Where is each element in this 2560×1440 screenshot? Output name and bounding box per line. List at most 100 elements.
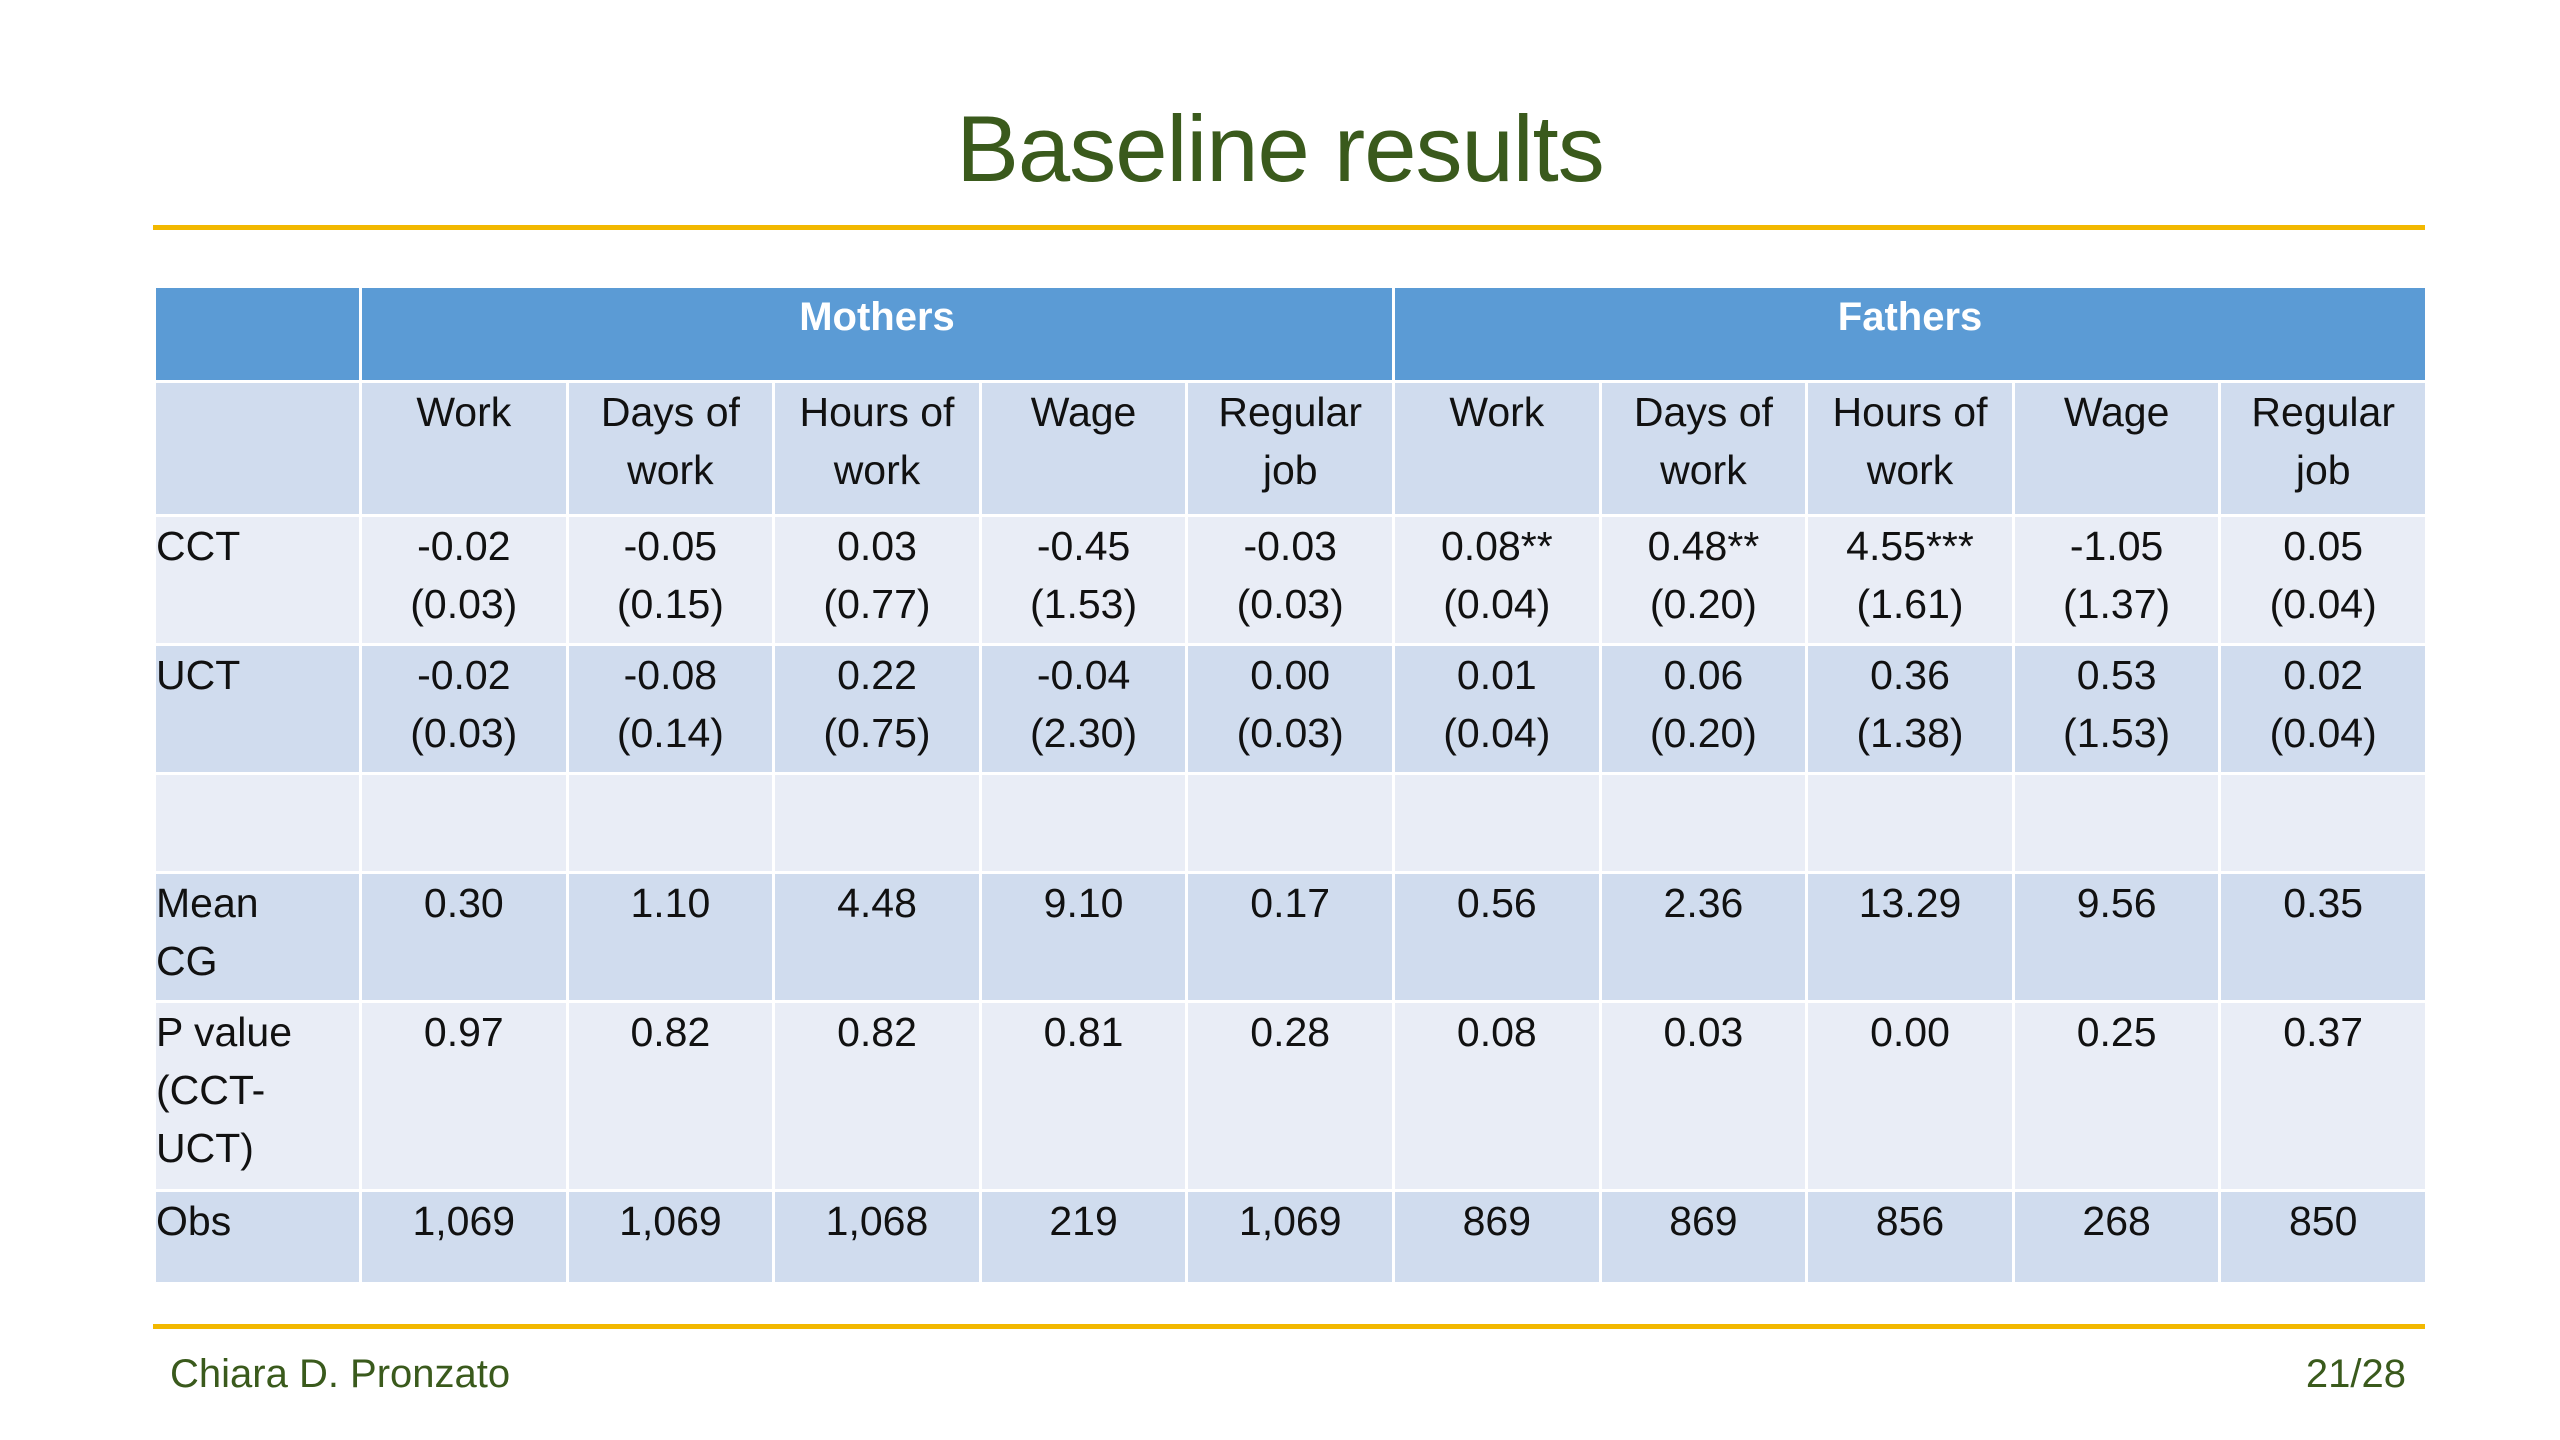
table-cell: 9.10 — [978, 871, 1189, 1003]
cell-line: (0.03) — [410, 710, 518, 756]
column-header: Hours of work — [1805, 380, 2015, 517]
top-divider — [153, 225, 2425, 230]
cell-line: CCT — [156, 523, 241, 569]
cell-line: 850 — [2288, 1198, 2358, 1244]
table-cell: 0.17 — [1185, 871, 1396, 1003]
cell-line: Wage — [1030, 389, 1137, 435]
cell-line: Hours of — [799, 389, 955, 435]
cell-line: (0.75) — [823, 710, 931, 756]
cell-line: (0.04) — [1443, 581, 1551, 627]
cell-line: 0.02 — [2283, 652, 2364, 698]
table-cell: 0.03 (0.77) — [772, 514, 982, 646]
cell-line: 0.00 — [1870, 1009, 1950, 1055]
table-row: Mean CG 0.30 1.10 4.48 9.10 0.17 0.56 2.36 13.29 9… — [153, 871, 2428, 1003]
cell-line: -0.03 — [1243, 523, 1337, 569]
group-fathers: Fathers — [1392, 285, 2428, 383]
cell-line: 0.82 — [837, 1009, 917, 1055]
cell-line: work — [1660, 447, 1747, 493]
cell-line: 268 — [2082, 1198, 2151, 1244]
table-cell: -0.04 (2.30) — [978, 643, 1189, 775]
table-row: P value (CCT- UCT) 0.97 0.82 0.82 0.81 0.28 0.08… — [153, 1000, 2428, 1192]
cell-line: work — [1866, 447, 1954, 493]
table-cell: 1.10 — [565, 871, 776, 1003]
table-cell: 0.81 — [978, 1000, 1189, 1192]
column-header: Wage — [2011, 380, 2222, 517]
cell-line: 0.00 — [1250, 652, 1331, 698]
cell-line: 0.35 — [2283, 880, 2364, 926]
cell-line: 0.03 — [837, 523, 917, 569]
table-cell — [772, 772, 982, 874]
cell-line: 1,069 — [619, 1198, 722, 1244]
column-header: Days of work — [1598, 380, 1809, 517]
table-cell: 4.48 — [772, 871, 982, 1003]
corner-cell — [153, 285, 362, 383]
cell-line: work — [833, 447, 921, 493]
table-cell: 850 — [2218, 1189, 2428, 1285]
cell-line: 0.53 — [2076, 652, 2157, 698]
cell-line: (1.37) — [2063, 581, 2171, 627]
table-cell: 0.05 (0.04) — [2218, 514, 2428, 646]
cell-line: Hours of — [1832, 389, 1988, 435]
table-cell — [2218, 772, 2428, 874]
cell-line: 0.36 — [1870, 652, 1950, 698]
column-header: Regular job — [2218, 380, 2428, 517]
table-cell: 0.02 (0.04) — [2218, 643, 2428, 775]
cell-line: (1.61) — [1856, 581, 1964, 627]
cell-line: (0.20) — [1649, 581, 1757, 627]
author-name: Chiara D. Pronzato — [170, 1352, 511, 1396]
cell-line: (1.53) — [1030, 581, 1138, 627]
cell-line: -0.45 — [1036, 523, 1131, 569]
column-header: Work — [1392, 380, 1602, 517]
table-row: CCT -0.02 (0.03) -0.05 (0.15) 0.03 (0.77) -0.45… — [153, 514, 2428, 646]
cell-line: 0.48** — [1647, 523, 1760, 569]
table-cell — [978, 772, 1189, 874]
table-cell: 0.37 — [2218, 1000, 2428, 1192]
table-cell: 0.36 (1.38) — [1805, 643, 2015, 775]
row-label: Obs — [153, 1189, 362, 1285]
cell-line: 9.56 — [2076, 880, 2157, 926]
cell-line: (0.03) — [1236, 581, 1344, 627]
cell-line: Work — [416, 389, 512, 435]
column-header-empty — [153, 380, 362, 517]
table-cell: 0.35 — [2218, 871, 2428, 1003]
table-cell: 1,069 — [565, 1189, 776, 1285]
cell-line: (0.04) — [2269, 581, 2377, 627]
cell-line: Obs — [156, 1198, 232, 1244]
cell-line: 0.37 — [2283, 1009, 2364, 1055]
cell-line: (0.03) — [1236, 710, 1344, 756]
cell-line: 0.08 — [1456, 1009, 1537, 1055]
table-cell: -0.02 (0.03) — [359, 643, 569, 775]
cell-line: 0.08** — [1440, 523, 1553, 569]
cell-line: Regular — [2251, 389, 2395, 435]
cell-line: (1.38) — [1856, 710, 1964, 756]
cell-line: (0.20) — [1649, 710, 1757, 756]
table-cell: 0.48** (0.20) — [1598, 514, 1809, 646]
table-cell: -0.03 (0.03) — [1185, 514, 1396, 646]
cell-line: -1.05 — [2069, 523, 2164, 569]
cell-line: (0.03) — [410, 581, 518, 627]
cell-line: Wage — [2063, 389, 2170, 435]
cell-line: (0.04) — [1443, 710, 1551, 756]
cell-line: 1,069 — [1238, 1198, 1342, 1244]
table-cell: 0.56 — [1392, 871, 1602, 1003]
cell-line: 2.36 — [1663, 880, 1744, 926]
row-label: P value (CCT- UCT) — [153, 1000, 362, 1192]
table-cell: 0.00 — [1805, 1000, 2015, 1192]
cell-line: Days of — [1633, 389, 1773, 435]
cell-line: CG — [156, 938, 218, 984]
table-cell: 268 — [2011, 1189, 2222, 1285]
table-cell: 0.00 (0.03) — [1185, 643, 1396, 775]
cell-line: 0.81 — [1043, 1009, 1124, 1055]
table-cell: 0.28 — [1185, 1000, 1396, 1192]
table-cell: 0.97 — [359, 1000, 569, 1192]
table-cell: 9.56 — [2011, 871, 2222, 1003]
table-cell: 2.36 — [1598, 871, 1809, 1003]
column-header: Days of work — [565, 380, 776, 517]
cell-line: -0.02 — [417, 652, 511, 698]
column-header: Work — [359, 380, 569, 517]
cell-line: 0.28 — [1250, 1009, 1331, 1055]
column-header: Hours of work — [772, 380, 982, 517]
column-header: Wage — [978, 380, 1189, 517]
cell-line: job — [2295, 447, 2351, 493]
cell-line: (0.14) — [616, 710, 724, 756]
